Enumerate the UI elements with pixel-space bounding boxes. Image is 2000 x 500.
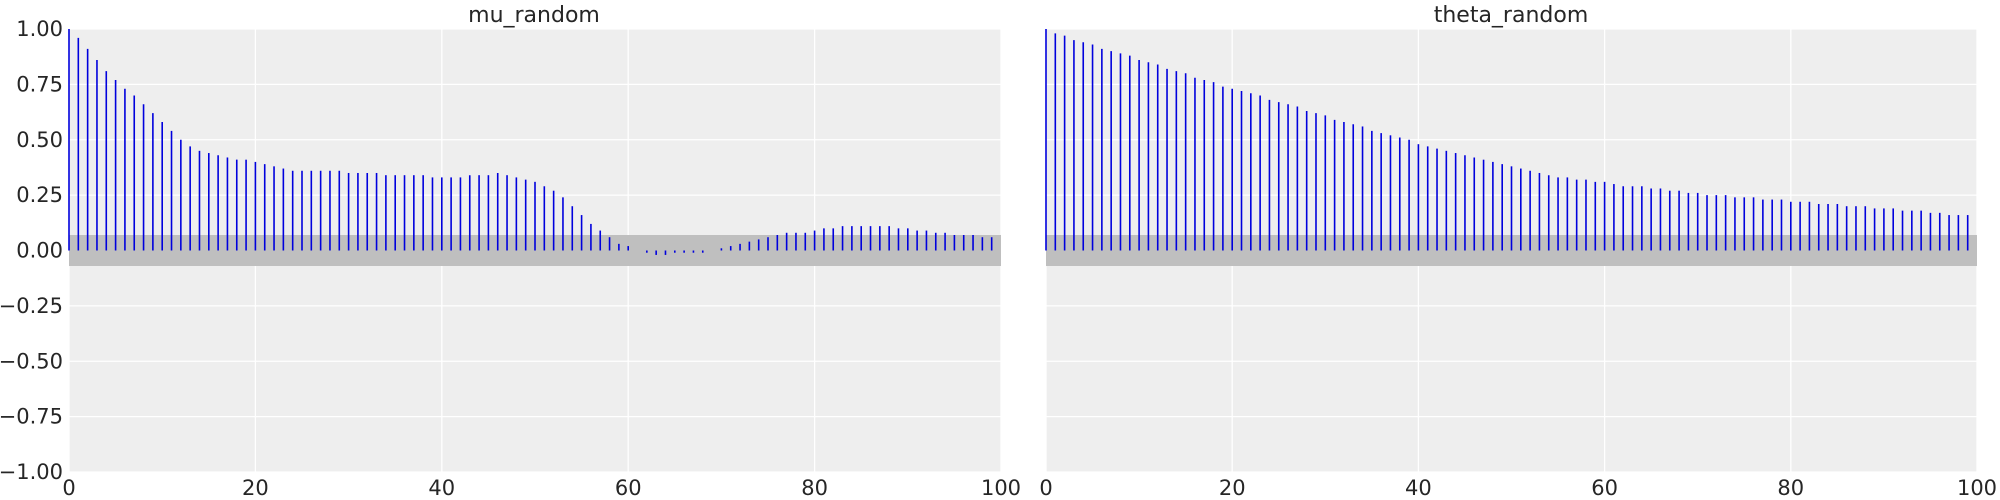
y-tick-label: 0.25 (16, 183, 63, 207)
x-tick-label: 100 (981, 476, 1021, 500)
x-tick-label: 60 (1591, 476, 1618, 500)
chart-panel-mu-random: mu_random 0 20 40 60 80 100 −1.00 −0.75 −0.50 −0.… (0, 3, 1021, 500)
y-tick-label: −0.50 (0, 349, 63, 373)
x-tick-label: 40 (428, 476, 455, 500)
x-tick-label: 0 (62, 476, 75, 500)
x-tick-label: 40 (1405, 476, 1432, 500)
x-tick-label: 100 (1957, 476, 1997, 500)
y-tick-label: 0.00 (16, 239, 63, 263)
x-tick-label: 80 (1777, 476, 1804, 500)
y-tick-label: 0.50 (16, 128, 63, 152)
y-tick-label: 0.75 (16, 72, 63, 96)
x-tick-label: 20 (242, 476, 269, 500)
y-tick-label: −0.75 (0, 405, 63, 429)
x-tick-label: 20 (1219, 476, 1246, 500)
x-tick-label: 80 (801, 476, 828, 500)
x-tick-label: 60 (615, 476, 642, 500)
chart-panel-theta-random: theta_random 0 20 40 60 80 100 (1039, 3, 1997, 500)
x-tick-label: 0 (1039, 476, 1052, 500)
chart-title-theta-random: theta_random (1434, 3, 1589, 28)
chart-title-mu-random: mu_random (468, 3, 600, 28)
y-tick-label: −1.00 (0, 460, 63, 484)
y-tick-label: 1.00 (16, 17, 63, 41)
y-tick-label: −0.25 (0, 294, 63, 318)
